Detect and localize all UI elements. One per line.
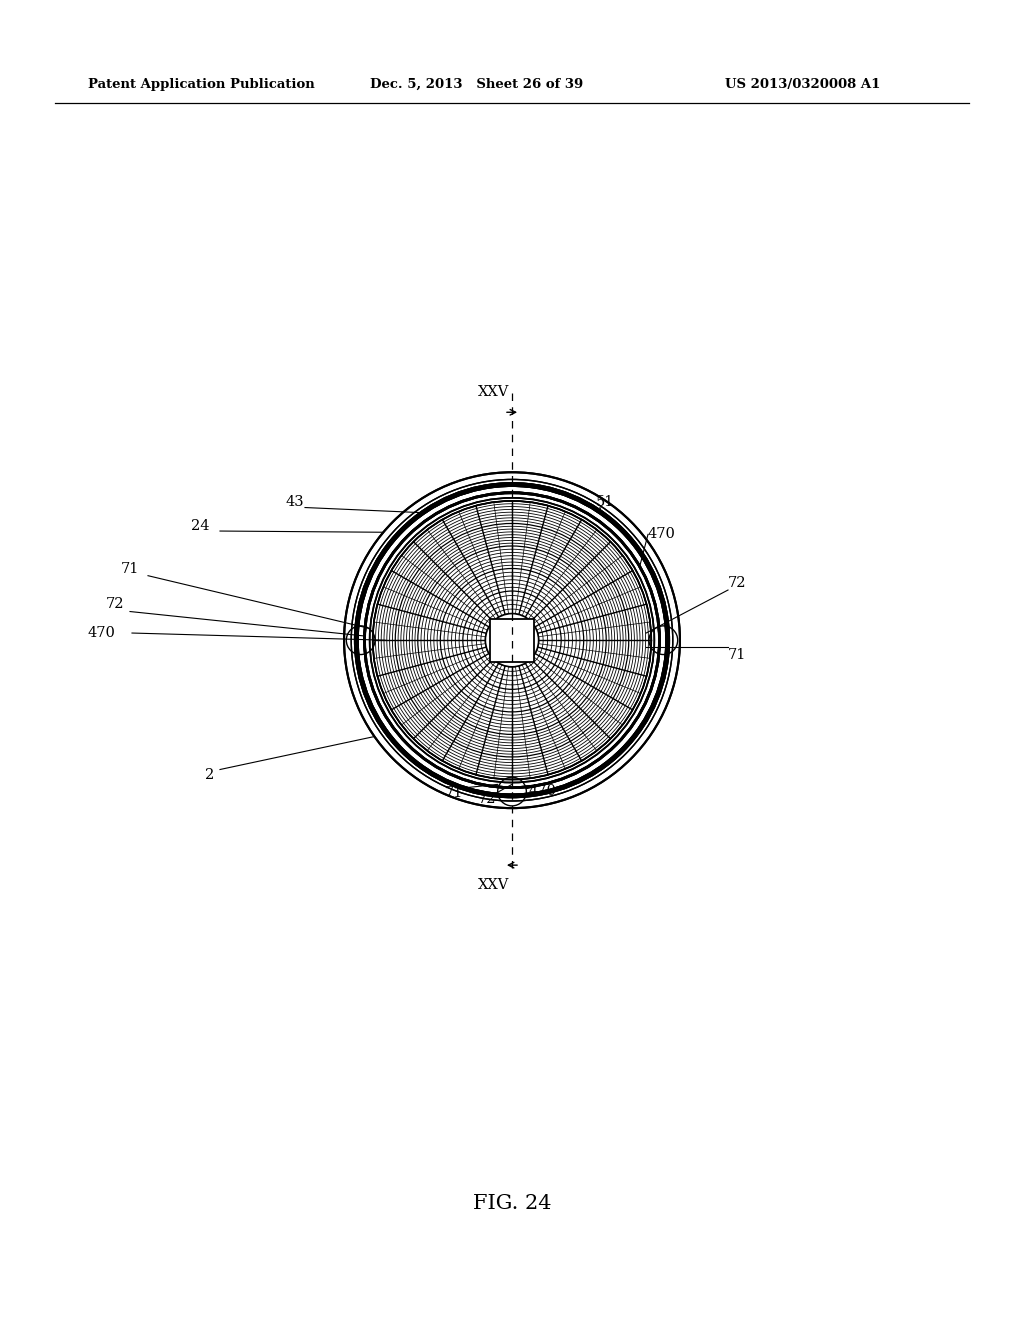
- Circle shape: [356, 484, 668, 796]
- Text: Dec. 5, 2013   Sheet 26 of 39: Dec. 5, 2013 Sheet 26 of 39: [370, 78, 584, 91]
- Text: 71: 71: [444, 785, 463, 800]
- Text: XXV: XXV: [478, 878, 510, 892]
- Text: 72: 72: [105, 598, 124, 611]
- Text: 71: 71: [728, 648, 746, 661]
- Bar: [490, 619, 534, 661]
- Text: Patent Application Publication: Patent Application Publication: [88, 78, 314, 91]
- Text: 470: 470: [88, 626, 116, 640]
- Text: FIG. 24: FIG. 24: [473, 1195, 551, 1213]
- Text: 72: 72: [728, 576, 746, 590]
- Circle shape: [485, 614, 539, 667]
- Text: XXV: XXV: [478, 385, 510, 399]
- Text: US 2013/0320008 A1: US 2013/0320008 A1: [725, 78, 881, 91]
- Circle shape: [373, 500, 651, 780]
- Text: 470: 470: [528, 784, 556, 799]
- Text: 71: 71: [121, 561, 139, 576]
- Text: 43: 43: [286, 495, 304, 510]
- Text: 470: 470: [648, 528, 676, 541]
- Text: 72: 72: [478, 792, 497, 807]
- Text: 24: 24: [190, 519, 209, 533]
- Text: 2: 2: [206, 767, 215, 781]
- Text: 51: 51: [596, 495, 614, 510]
